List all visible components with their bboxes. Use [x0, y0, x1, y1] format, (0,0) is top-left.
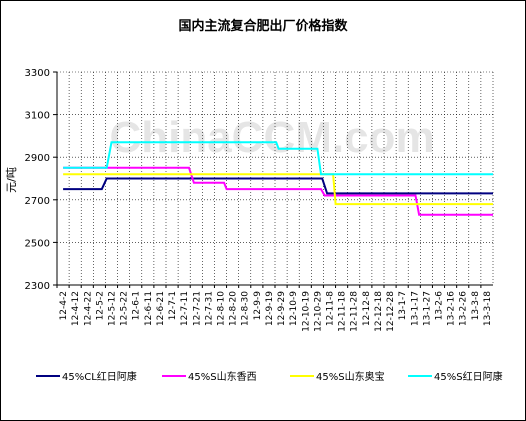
legend-label: 45%S红日阿康	[434, 370, 503, 383]
x-tick-label: 12-8-20	[229, 291, 239, 326]
x-tick-label: 12-7-31	[204, 291, 214, 326]
x-tick-label: 13-1-7	[398, 291, 408, 320]
series-lines	[63, 141, 493, 216]
series-line	[63, 177, 493, 195]
chart-title: 国内主流复合肥出厂价格指数	[178, 18, 348, 34]
y-tick-label: 3300	[25, 68, 50, 79]
x-tick-label: 12-9-9	[253, 291, 263, 321]
legend: 45%CL红日阿康 45%S山东香西 45%S山东奥宝 45%S红日阿康	[36, 370, 503, 383]
x-tick-label: 12-7-11	[180, 291, 190, 326]
x-tick-label: 12-7-21	[192, 291, 202, 326]
x-tick-label: 12-11-8	[326, 291, 336, 326]
y-tick-label: 2500	[25, 238, 50, 249]
x-tick-label: 12-12-28	[386, 291, 396, 332]
y-axis-label: 元/吨	[5, 167, 18, 193]
legend-label: 45%S山东奥宝	[316, 370, 385, 383]
series-line	[63, 141, 493, 176]
x-tick-label: 12-12-18	[374, 291, 384, 332]
x-tick-labels: 12-4-2 12-4-12 12-4-22 12-5-2 12-5-12 12-5-22…	[56, 285, 493, 332]
x-tick-label: 12-7-1	[168, 291, 178, 320]
x-tick-label: 13-2-6	[435, 291, 445, 321]
x-tick-label: 13-1-17	[410, 291, 420, 326]
x-tick-label: 13-2-16	[447, 291, 457, 326]
x-tick-label: 12-9-19	[265, 291, 275, 326]
x-tick-label: 12-5-12	[108, 291, 118, 326]
x-tick-label: 12-6-21	[156, 291, 166, 326]
y-tick-label: 2900	[25, 153, 50, 164]
y-tick-label: 2300	[25, 281, 50, 292]
x-tick-label: 12-4-2	[59, 291, 69, 320]
x-tick-label: 12-11-18	[338, 291, 348, 332]
legend-label: 45%S山东香西	[188, 370, 257, 383]
x-tick-label: 13-1-27	[422, 291, 432, 326]
series-line	[63, 173, 493, 206]
x-tick-label: 12-10-19	[301, 291, 311, 332]
x-tick-label: 12-8-30	[241, 291, 251, 326]
x-tick-label: 12-10-29	[313, 291, 323, 332]
x-tick-label: 12-8-10	[217, 291, 227, 326]
legend-label: 45%CL红日阿康	[62, 370, 137, 383]
x-tick-label: 12-4-22	[83, 291, 93, 326]
watermark: ChinaCCM.com	[109, 113, 434, 162]
x-tick-label: 12-11-28	[350, 291, 360, 332]
y-tick-label: 2700	[25, 196, 50, 207]
y-tick-labels: 2300 2500 2700 2900 3100 3300	[25, 68, 57, 292]
x-tick-label: 12-5-2	[95, 291, 105, 320]
x-tick-label: 13-3-8	[471, 291, 481, 321]
x-tick-label: 12-10-9	[289, 291, 299, 326]
x-tick-label: 12-5-22	[120, 291, 130, 326]
x-tick-label: 13-3-18	[483, 291, 493, 326]
x-tick-label: 12-12-8	[362, 291, 372, 326]
y-tick-label: 3100	[25, 111, 50, 122]
x-tick-label: 12-6-1	[132, 291, 142, 320]
x-tick-label: 13-2-26	[459, 291, 469, 326]
x-tick-label: 12-4-12	[71, 291, 81, 326]
x-tick-label: 12-6-11	[144, 291, 154, 326]
grid	[56, 71, 494, 286]
x-tick-label: 12-9-29	[277, 291, 287, 326]
